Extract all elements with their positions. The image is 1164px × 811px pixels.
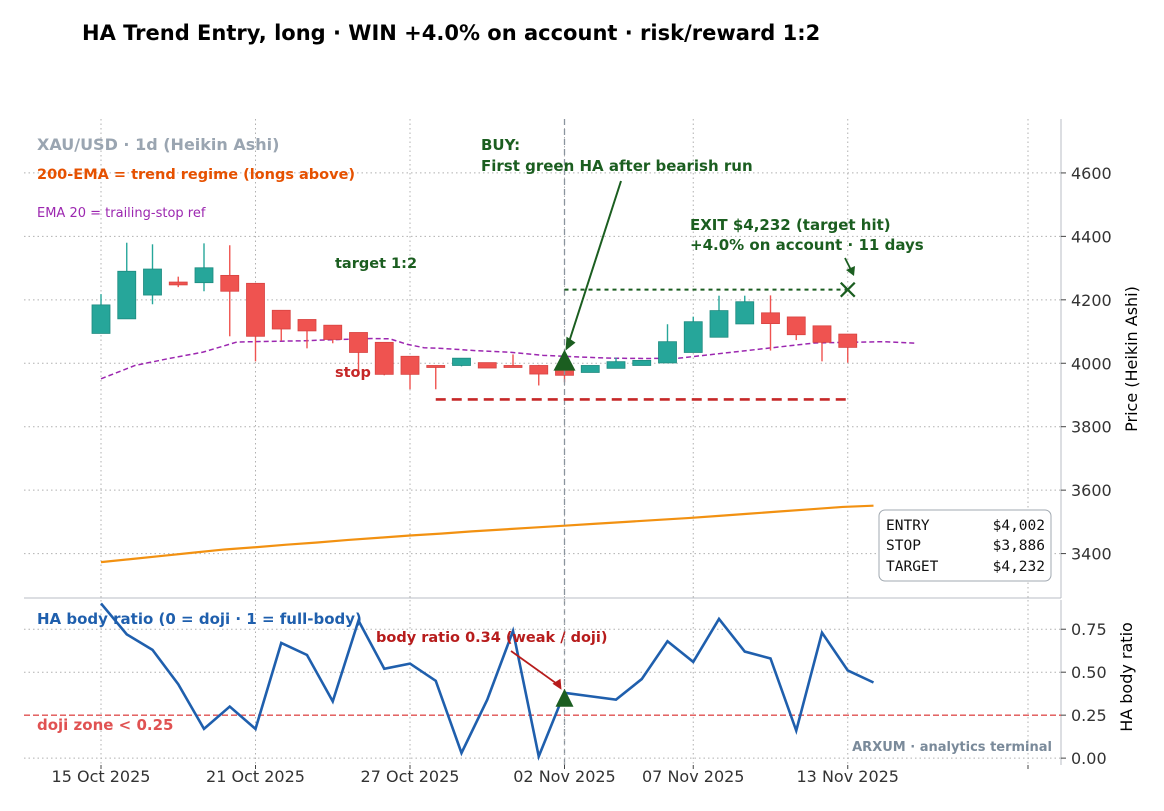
ratio-entry-marker	[555, 688, 574, 707]
candles-layer	[91, 242, 858, 390]
summary-box-frame	[878, 509, 1052, 582]
date-tick-label: 07 Nov 2025	[642, 767, 744, 786]
summary-target-value: $4,232	[993, 559, 1045, 575]
ha-candle-body-down	[529, 365, 549, 375]
ratio-tick-label: 0.75	[1071, 620, 1107, 639]
summary-box: ENTRY $4,002 STOP $3,886 TARGET $4,232	[878, 509, 1052, 582]
ha-candle-body-down	[220, 274, 240, 292]
ha-candle-body-down	[477, 362, 497, 369]
ema200-line	[100, 504, 874, 564]
ha-candle-body-down	[786, 316, 806, 336]
ema20-label: EMA 20 = trailing-stop ref	[37, 206, 206, 221]
ha-candle-body-up	[658, 341, 677, 364]
price-tick-label: 4200	[1071, 291, 1112, 310]
price-tick-label: 3800	[1071, 418, 1112, 437]
ha-candle-body-up	[606, 361, 626, 369]
price-tick-label: 3400	[1071, 545, 1112, 564]
ha-candle-body-up	[117, 270, 137, 320]
symbol-label: XAU/USD · 1d (Heikin Ashi)	[37, 135, 279, 154]
ha-candle-body-up	[580, 365, 600, 373]
date-axis: 15 Oct 2025 21 Oct 2025 27 Oct 2025 02 Nov …	[52, 765, 1029, 786]
ha-candle-body-up	[735, 301, 755, 325]
buy-marker	[553, 349, 576, 371]
ha-candle-body-up	[194, 267, 214, 284]
price-tick-label: 3600	[1071, 481, 1112, 500]
ratio-tick-label: 0.50	[1071, 663, 1107, 682]
ha-candle-body-down	[426, 365, 446, 368]
buy-arrow-head	[565, 336, 576, 351]
date-tick-label: 27 Oct 2025	[361, 767, 460, 786]
buy-annotation-line1: BUY:	[481, 136, 520, 154]
ratio-panel: 0.00 0.25 0.50 0.75	[24, 600, 1107, 768]
ha-candle-body-down	[400, 355, 420, 375]
exit-annotation-line2: +4.0% on account · 11 days	[690, 236, 924, 254]
ha-candle-body-down	[271, 309, 291, 330]
ha-candle-body-down	[349, 332, 368, 353]
date-tick-label: 02 Nov 2025	[513, 767, 615, 786]
price-tick-label: 4400	[1071, 227, 1112, 246]
ha-candle-body-down	[503, 365, 523, 368]
ratio-layer	[24, 602, 1061, 761]
ema200-layer	[100, 504, 874, 564]
ha-candle-body-down	[812, 325, 832, 343]
summary-entry-label: ENTRY	[886, 518, 930, 534]
price-axis-label: Price (Heikin Ashi)	[1122, 286, 1141, 432]
trade-levels	[435, 119, 856, 765]
ha-candle-body-up	[709, 310, 729, 338]
ratio-annotation: body ratio 0.34 (weak / doji)	[376, 630, 607, 646]
ratio-tick-label: 0.00	[1071, 749, 1107, 768]
ha-candle-body-down	[168, 281, 188, 286]
watermark: ARXUM · analytics terminal	[852, 740, 1052, 755]
ema20-layer	[100, 337, 917, 380]
ratio-annotation-arrow	[510, 650, 561, 687]
ha-candle-body-down	[246, 282, 265, 337]
ha-body-ratio-line	[100, 602, 875, 761]
stop-label: stop	[335, 365, 371, 381]
ema20-line	[100, 337, 917, 380]
buy-annotation-line2: First green HA after bearish run	[481, 157, 753, 175]
buy-arrow-line	[566, 180, 622, 347]
ha-candle-body-down	[761, 312, 780, 325]
price-panel: 3400 3600 3800 4000 4200 4400 4600	[24, 119, 1112, 765]
ratio-axis-label: HA body ratio	[1117, 622, 1136, 732]
ha-candle-body-up	[91, 304, 111, 334]
ratio-annotation-arrow-head	[552, 678, 562, 690]
chart-title: HA Trend Entry, long · WIN +4.0% on acco…	[82, 21, 820, 45]
ratio-yticks: 0.00 0.25 0.50 0.75	[1061, 620, 1107, 768]
ha-candle-body-down	[374, 341, 394, 375]
ha-candle-body-up	[452, 357, 471, 366]
ema200-label: 200-EMA = trend regime (longs above)	[37, 167, 355, 183]
ha-candle-body-down	[297, 319, 317, 332]
ratio-tick-label: 0.25	[1071, 706, 1107, 725]
ha-candle-body-up	[632, 360, 652, 366]
date-tick-label: 13 Nov 2025	[797, 767, 899, 786]
summary-target-label: TARGET	[886, 559, 939, 575]
ha-candle-body-up	[143, 268, 162, 296]
exit-arrow-head	[846, 266, 855, 276]
price-tick-label: 4600	[1071, 164, 1112, 183]
date-tick-label: 15 Oct 2025	[52, 767, 151, 786]
price-tick-label: 4000	[1071, 354, 1112, 373]
ha-candle-body-up	[683, 321, 703, 353]
target-label: target 1:2	[335, 256, 417, 272]
price-yticks: 3400 3600 3800 4000 4200 4400 4600	[1061, 164, 1112, 564]
date-tick-label: 21 Oct 2025	[206, 767, 305, 786]
doji-zone-label: doji zone < 0.25	[37, 716, 173, 734]
ratio-title: HA body ratio (0 = doji · 1 = full-body)	[37, 610, 362, 628]
ha-candle-body-down	[323, 324, 343, 340]
ha-candle-body-down	[838, 333, 858, 348]
exit-annotation-line1: EXIT $4,232 (target hit)	[690, 216, 891, 234]
summary-entry-value: $4,002	[993, 518, 1045, 534]
exit-marker	[839, 281, 856, 298]
summary-stop-label: STOP	[886, 538, 921, 554]
summary-stop-value: $3,886	[993, 538, 1045, 554]
